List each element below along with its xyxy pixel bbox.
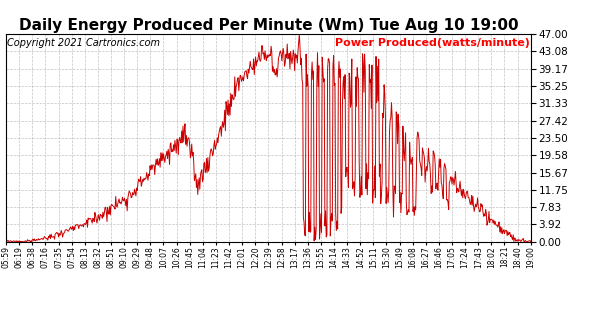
Text: Power Produced(watts/minute): Power Produced(watts/minute) (335, 38, 529, 48)
Text: Copyright 2021 Cartronics.com: Copyright 2021 Cartronics.com (7, 38, 160, 48)
Title: Daily Energy Produced Per Minute (Wm) Tue Aug 10 19:00: Daily Energy Produced Per Minute (Wm) Tu… (18, 18, 518, 33)
